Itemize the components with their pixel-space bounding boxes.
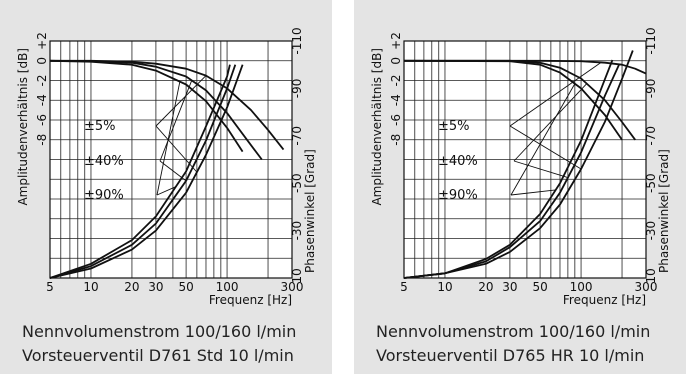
series-line-phase [403,50,634,279]
legend-leader [509,62,602,127]
y-axis-label-right: Phasenwinkel [Grad] [657,149,671,273]
legend-leader [155,75,207,127]
y-tick-label-left: -4 [389,94,403,106]
x-tick-label: 100 [216,280,239,294]
y-tick-label-left: -2 [389,75,403,87]
y-tick-label-right: -70 [290,126,304,146]
caption-line-2: Vorsteuerventil D761 Std 10 l/min [22,346,294,365]
legend-leader [159,80,193,162]
series-line-amplitude [49,59,263,161]
series-line-amplitude [403,59,623,141]
x-tick-label: 10 [83,280,98,294]
x-axis-label: Frequenz [Hz] [563,293,646,307]
y-axis-label-right: Phasenwinkel [Grad] [303,149,317,273]
y-tick-label-left: -8 [389,134,403,146]
plot-frame [403,40,647,279]
plot-frame [49,40,293,279]
x-tick-label: 20 [124,280,139,294]
y-tick-label-right: -90 [290,79,304,99]
y-axis-label-left: Amplitudenverhältnis [dB] [16,48,30,206]
x-tick-label: 50 [532,280,547,294]
x-tick-label: 30 [148,280,163,294]
legend-label: ±5% [84,119,116,134]
x-tick-label: 300 [281,280,304,294]
x-tick-label: 50 [178,280,193,294]
x-axis-label: Frequenz [Hz] [209,293,292,307]
y-tick-label-left: +2 [35,32,49,50]
y-tick-label-right: -30 [644,221,658,241]
legend-leader [156,186,176,196]
y-tick-label-right: -70 [644,126,658,146]
x-tick-label: 20 [478,280,493,294]
x-tick-label: 30 [502,280,517,294]
caption-line-1: Nennvolumenstrom 100/160 l/min [22,322,297,341]
x-tick-label: 10 [437,280,452,294]
x-tick-label: 5 [400,280,408,294]
legend-label: ±90% [438,188,478,203]
y-tick-label-right: -50 [290,173,304,193]
legend-leader [510,189,556,196]
y-tick-label-left: -4 [35,94,49,106]
legend-label: ±40% [84,154,124,169]
legend-leader [159,160,187,182]
y-tick-label-left: -6 [35,114,49,126]
series-line-amplitude [404,59,647,75]
legend-leader [513,83,588,162]
caption-line-1: Nennvolumenstrom 100/160 l/min [376,322,651,341]
chart-panel-left: 5 10 20 30 50 100 300 Frequenz [Hz] +2 0 -2 -4 -6 -8 A… [0,0,332,374]
x-tick-label: 5 [46,280,54,294]
chart-panel-right: 5 10 20 30 50 100 300 Frequenz [Hz] +2 0 -2 -4 -6 -8 A… [354,0,686,374]
legend-leader [155,125,198,173]
legend-label: ±40% [438,154,478,169]
y-tick-label-right: -10 [290,268,304,288]
series-line-phase [403,59,614,279]
y-axis-label-left: Amplitudenverhältnis [dB] [370,48,384,206]
y-tick-label-left: 0 [35,57,49,65]
y-tick-label-right: -10 [644,268,658,288]
y-tick-label-right: -30 [290,221,304,241]
legend-label: ±5% [438,119,470,134]
caption-left: Nennvolumenstrom 100/160 l/min Vorsteuer… [22,320,296,368]
y-tick-label-left: -2 [35,75,49,87]
y-tick-label-right: -90 [644,79,658,99]
y-tick-label-right: -50 [644,173,658,193]
legend-leader [510,83,576,196]
y-tick-label-left: -8 [35,134,49,146]
y-tick-label-left: -6 [389,114,403,126]
x-tick-label: 100 [570,280,593,294]
legend-leader [509,125,582,170]
series-line-phase [49,64,237,279]
legend-leader [156,81,181,196]
series-line-phase [49,64,244,279]
legend-label: ±90% [84,188,124,203]
y-tick-label-right: -110 [644,27,658,54]
legend-leader [513,160,569,179]
x-tick-label: 300 [635,280,658,294]
y-tick-label-right: -110 [290,27,304,54]
series-line-phase [49,64,231,279]
series-line-amplitude [49,59,244,153]
y-tick-label-left: 0 [389,57,403,65]
caption-line-2: Vorsteuerventil D765 HR 10 l/min [376,346,645,365]
y-tick-label-left: +2 [389,32,403,50]
caption-right: Nennvolumenstrom 100/160 l/min Vorsteuer… [376,320,650,368]
